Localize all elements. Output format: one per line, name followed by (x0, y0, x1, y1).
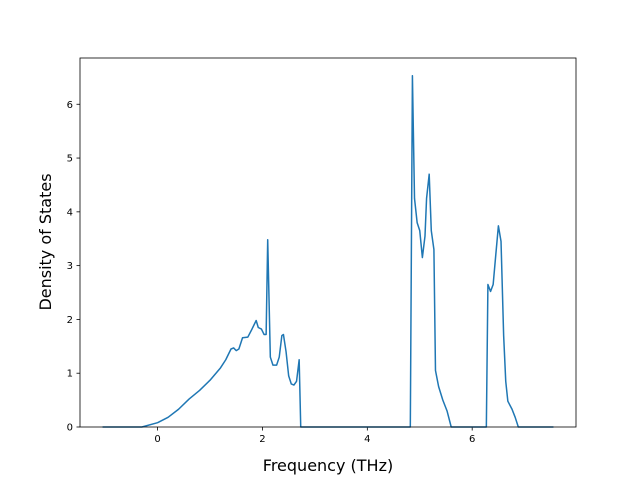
x-tick-label: 0 (154, 434, 160, 445)
y-tick-label: 6 (67, 100, 73, 111)
y-tick-label: 4 (67, 207, 73, 218)
x-tick-label: 4 (364, 434, 370, 445)
y-tick-label: 2 (67, 315, 73, 326)
y-tick-label: 0 (67, 423, 73, 434)
x-tick-label: 2 (259, 434, 265, 445)
y-tick-label: 5 (67, 154, 73, 165)
plot-frame (79, 57, 577, 428)
x-axis-label: Frequency (THz) (263, 456, 393, 475)
line-series (102, 75, 554, 428)
y-tick-label: 1 (67, 369, 73, 380)
y-tick-label: 3 (67, 261, 73, 272)
y-axis-label: Density of States (36, 173, 55, 310)
x-tick-label: 6 (469, 434, 475, 445)
